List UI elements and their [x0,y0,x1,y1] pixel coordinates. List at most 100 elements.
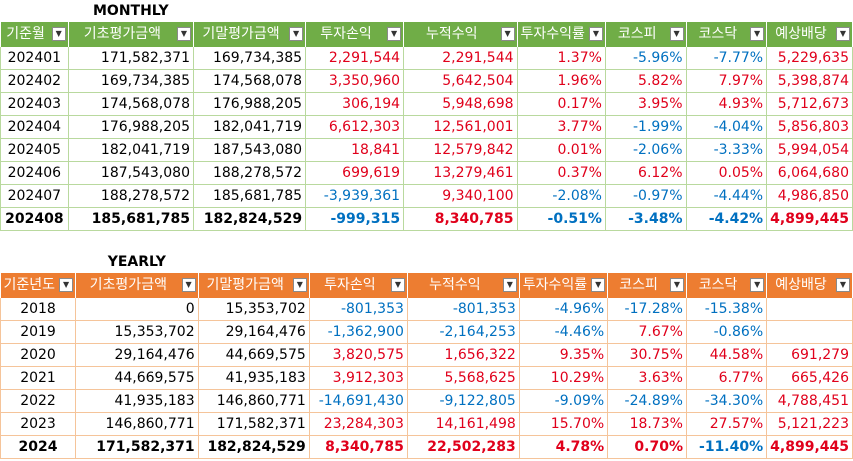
yearly-cell-profit[interactable]: -1,362,900 [309,320,408,344]
yearly-cell-return-rate[interactable]: -9.09% [519,389,609,413]
monthly-cell-profit[interactable]: -999,315 [305,207,405,231]
monthly-cell-return-rate[interactable]: 3.77% [517,115,606,139]
yearly-cell-kospi[interactable]: 30.75% [607,343,687,367]
yearly-cell-dividend[interactable]: 4,899,445 [766,435,853,459]
monthly-cell-end-value[interactable]: 174,568,078 [193,69,307,93]
dropdown-arrow-icon[interactable]: ▼ [176,27,191,41]
yearly-cell-cum-profit[interactable]: -2,164,253 [407,320,520,344]
yearly-cell-end-value[interactable]: 146,860,771 [198,389,310,413]
yearly-cell-profit[interactable]: -801,353 [309,298,408,321]
monthly-cell-cum-profit[interactable]: 5,642,504 [403,69,518,93]
monthly-cell-return-rate[interactable]: 1.37% [517,47,606,70]
yearly-cell-begin-value[interactable]: 41,935,183 [75,389,199,413]
yearly-cell-begin-value[interactable]: 44,669,575 [75,366,199,390]
monthly-cell-begin-value[interactable]: 176,988,205 [68,115,194,139]
yearly-cell-base-month[interactable]: 2024 [0,435,77,459]
yearly-cell-dividend[interactable]: 691,279 [766,343,853,367]
yearly-cell-end-value[interactable]: 44,669,575 [198,343,310,367]
dropdown-arrow-icon[interactable]: ▼ [181,278,196,292]
yearly-cell-base-month[interactable]: 2018 [0,298,77,321]
dropdown-arrow-icon[interactable]: ▼ [669,278,684,292]
dropdown-arrow-icon[interactable]: ▼ [51,27,66,41]
monthly-cell-dividend[interactable]: 5,229,635 [766,47,853,70]
monthly-cell-dividend[interactable]: 6,064,680 [766,161,853,185]
monthly-cell-begin-value[interactable]: 187,543,080 [68,161,194,185]
monthly-cell-end-value[interactable]: 176,988,205 [193,92,307,116]
monthly-cell-cum-profit[interactable]: 5,948,698 [403,92,518,116]
dropdown-arrow-icon[interactable]: ▼ [502,278,517,292]
monthly-cell-cum-profit[interactable]: 12,579,842 [403,138,518,162]
dropdown-arrow-icon[interactable]: ▼ [390,278,405,292]
monthly-cell-dividend[interactable]: 5,712,673 [766,92,853,116]
yearly-cell-kospi[interactable]: 3.63% [607,366,687,390]
yearly-cell-dividend[interactable]: 5,121,223 [766,412,853,436]
monthly-cell-cum-profit[interactable]: 9,340,100 [403,184,518,208]
yearly-cell-cum-profit[interactable]: -801,353 [407,298,520,321]
yearly-cell-kosdaq[interactable]: -34.30% [686,389,768,413]
yearly-cell-begin-value[interactable]: 146,860,771 [75,412,199,436]
dropdown-arrow-icon[interactable]: ▼ [750,27,765,41]
monthly-cell-cum-profit[interactable]: 12,561,001 [403,115,518,139]
dropdown-arrow-icon[interactable]: ▼ [292,278,307,292]
yearly-cell-return-rate[interactable]: 4.78% [519,435,609,459]
monthly-cell-kosdaq[interactable]: -4.04% [686,115,768,139]
monthly-cell-kosdaq[interactable]: -7.77% [686,47,768,70]
yearly-cell-cum-profit[interactable]: 14,161,498 [407,412,520,436]
monthly-cell-return-rate[interactable]: 0.01% [517,138,606,162]
yearly-cell-cum-profit[interactable]: 5,568,625 [407,366,520,390]
yearly-cell-profit[interactable]: 3,912,303 [309,366,408,390]
monthly-cell-begin-value[interactable]: 169,734,385 [68,69,194,93]
monthly-cell-kosdaq[interactable]: -4.42% [686,207,768,231]
yearly-cell-dividend[interactable]: 4,788,451 [766,389,853,413]
yearly-cell-kospi[interactable]: -24.89% [607,389,687,413]
dropdown-arrow-icon[interactable]: ▼ [500,27,515,41]
monthly-cell-base-month[interactable]: 202405 [0,138,69,162]
yearly-cell-return-rate[interactable]: 10.29% [519,366,609,390]
dropdown-arrow-icon[interactable]: ▼ [588,27,603,41]
yearly-cell-profit[interactable]: 8,340,785 [309,435,408,459]
monthly-cell-kospi[interactable]: 5.82% [605,69,687,93]
monthly-cell-base-month[interactable]: 202408 [0,207,69,231]
dropdown-arrow-icon[interactable]: ▼ [59,278,74,292]
monthly-cell-end-value[interactable]: 187,543,080 [193,138,307,162]
yearly-cell-dividend[interactable] [766,320,853,344]
monthly-cell-cum-profit[interactable]: 8,340,785 [403,207,518,231]
monthly-cell-kosdaq[interactable]: -4.44% [686,184,768,208]
monthly-cell-begin-value[interactable]: 188,278,572 [68,184,194,208]
monthly-cell-kosdaq[interactable]: 7.97% [686,69,768,93]
yearly-cell-kospi[interactable]: 0.70% [607,435,687,459]
yearly-cell-end-value[interactable]: 182,824,529 [198,435,310,459]
yearly-cell-kosdaq[interactable]: -15.38% [686,298,768,321]
monthly-cell-end-value[interactable]: 182,041,719 [193,115,307,139]
monthly-cell-kosdaq[interactable]: -3.33% [686,138,768,162]
monthly-cell-base-month[interactable]: 202402 [0,69,69,93]
yearly-cell-cum-profit[interactable]: -9,122,805 [407,389,520,413]
yearly-cell-profit[interactable]: 3,820,575 [309,343,408,367]
monthly-cell-profit[interactable]: 699,619 [305,161,405,185]
monthly-cell-begin-value[interactable]: 174,568,078 [68,92,194,116]
monthly-cell-profit[interactable]: 3,350,960 [305,69,405,93]
monthly-cell-return-rate[interactable]: 0.17% [517,92,606,116]
yearly-cell-kospi[interactable]: 7.67% [607,320,687,344]
monthly-cell-dividend[interactable]: 4,986,850 [766,184,853,208]
monthly-cell-dividend[interactable]: 5,856,803 [766,115,853,139]
monthly-cell-end-value[interactable]: 182,824,529 [193,207,307,231]
monthly-cell-return-rate[interactable]: -2.08% [517,184,606,208]
monthly-cell-end-value[interactable]: 188,278,572 [193,161,307,185]
yearly-cell-end-value[interactable]: 29,164,476 [198,320,310,344]
monthly-cell-profit[interactable]: 2,291,544 [305,47,405,70]
yearly-cell-kospi[interactable]: -17.28% [607,298,687,321]
yearly-cell-return-rate[interactable]: -4.46% [519,320,609,344]
yearly-cell-base-month[interactable]: 2023 [0,412,77,436]
monthly-cell-begin-value[interactable]: 185,681,785 [68,207,194,231]
yearly-cell-return-rate[interactable]: 15.70% [519,412,609,436]
yearly-cell-begin-value[interactable]: 171,582,371 [75,435,199,459]
monthly-cell-return-rate[interactable]: -0.51% [517,207,606,231]
dropdown-arrow-icon[interactable]: ▼ [289,27,304,41]
monthly-cell-kospi[interactable]: -3.48% [605,207,687,231]
monthly-cell-base-month[interactable]: 202403 [0,92,69,116]
yearly-cell-end-value[interactable]: 15,353,702 [198,298,310,321]
yearly-cell-kosdaq[interactable]: -0.86% [686,320,768,344]
yearly-cell-dividend[interactable]: 665,426 [766,366,853,390]
monthly-cell-kospi[interactable]: -5.96% [605,47,687,70]
